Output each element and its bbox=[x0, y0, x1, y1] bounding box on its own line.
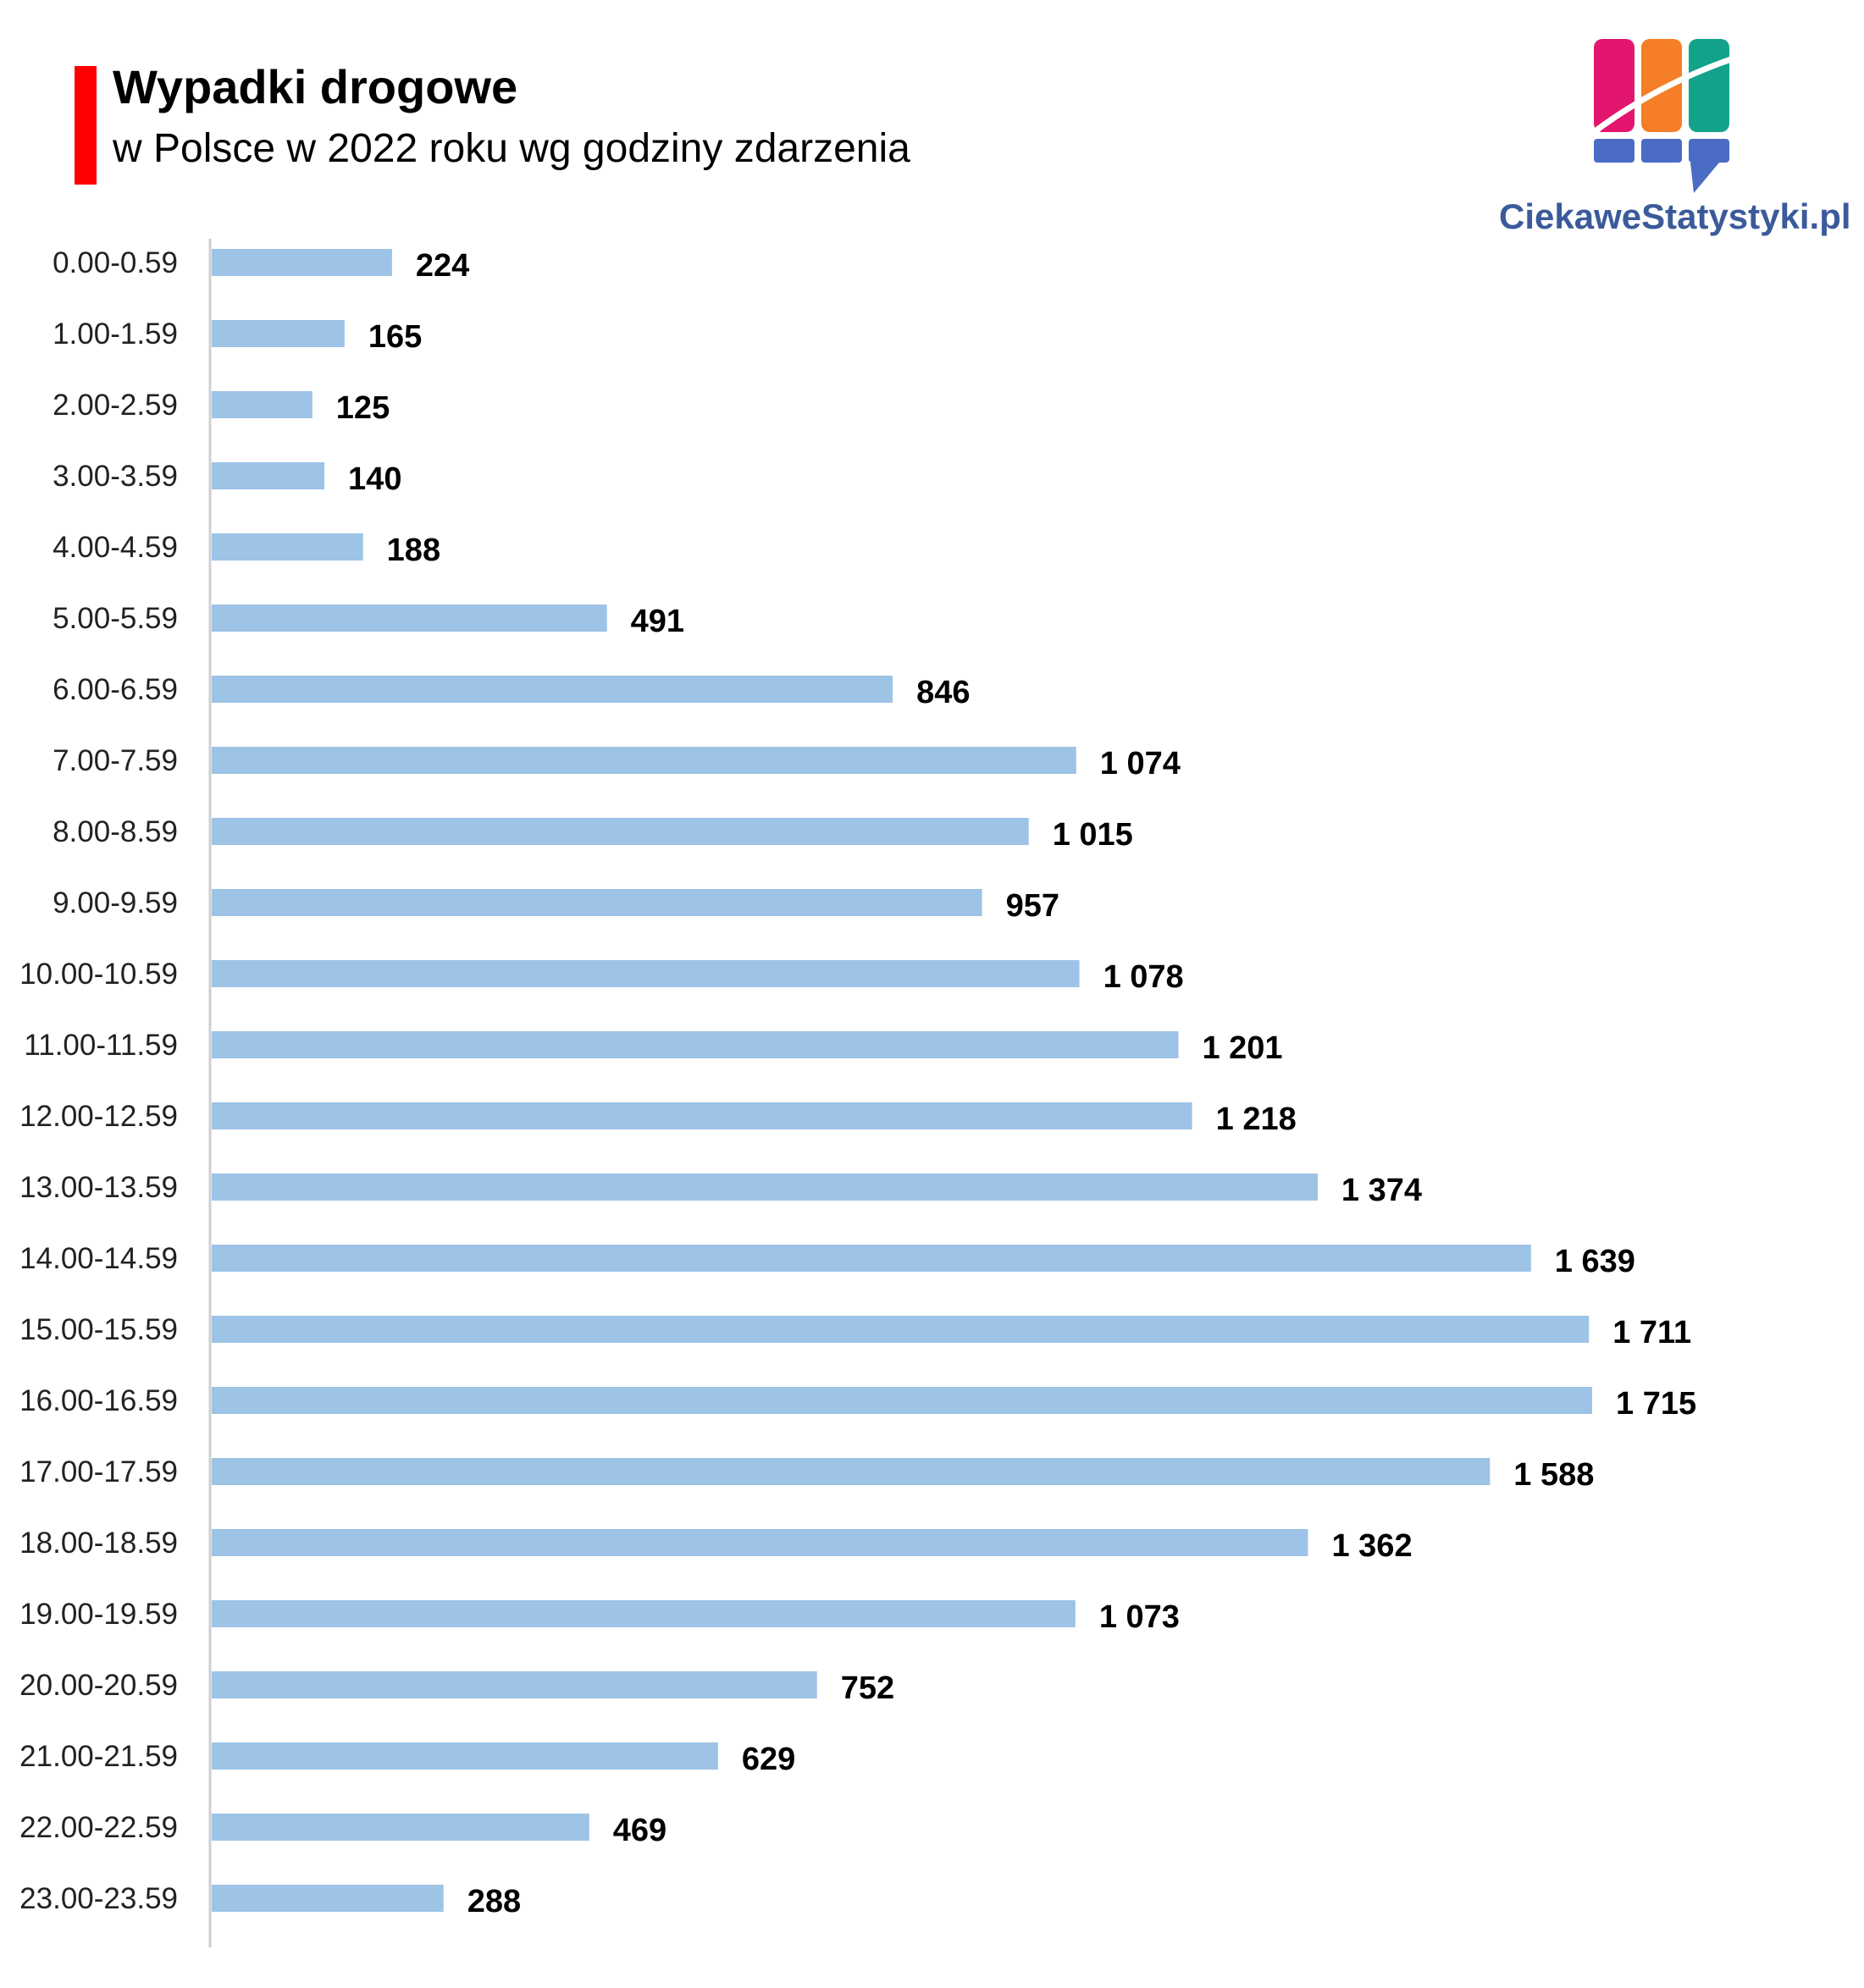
value-label: 224 bbox=[416, 248, 469, 284]
category-label: 9.00-9.59 bbox=[53, 886, 178, 919]
bar bbox=[212, 1529, 1308, 1556]
category-label: 21.00-21.59 bbox=[19, 1740, 178, 1773]
value-label: 846 bbox=[916, 675, 970, 710]
logo-block-orange bbox=[1641, 39, 1682, 132]
value-label: 1 374 bbox=[1341, 1173, 1422, 1208]
logo-curve bbox=[1591, 54, 1738, 135]
bar bbox=[212, 249, 392, 276]
category-label: 7.00-7.59 bbox=[53, 744, 178, 777]
category-label: 20.00-20.59 bbox=[19, 1669, 178, 1702]
bar bbox=[212, 1316, 1590, 1343]
value-label: 1 588 bbox=[1513, 1457, 1594, 1493]
value-label: 491 bbox=[631, 604, 684, 639]
value-label: 140 bbox=[348, 461, 401, 497]
bar bbox=[212, 533, 363, 561]
bar bbox=[212, 1742, 718, 1770]
logo-pointer bbox=[1690, 163, 1719, 193]
value-label: 1 073 bbox=[1099, 1599, 1180, 1635]
value-label: 752 bbox=[841, 1670, 894, 1706]
logo-base-2 bbox=[1641, 139, 1682, 163]
value-label: 1 218 bbox=[1216, 1102, 1297, 1137]
bar bbox=[212, 462, 325, 489]
title-accent-bar bbox=[75, 66, 97, 185]
logo-block-teal bbox=[1689, 39, 1729, 132]
bar bbox=[212, 1245, 1531, 1272]
logo-base-3 bbox=[1689, 139, 1729, 163]
value-label: 1 711 bbox=[1612, 1315, 1691, 1350]
bar bbox=[212, 1387, 1592, 1414]
chart-title: Wypadki drogowe bbox=[113, 60, 518, 113]
bar-chart: 0.00-0.59 224 1.00-1.59 165 2.00-2.59 125 3.00… bbox=[19, 239, 1696, 1947]
chart-subtitle: w Polsce w 2022 roku wg godziny zdarzeni… bbox=[113, 126, 910, 171]
category-label: 4.00-4.59 bbox=[53, 531, 178, 564]
value-label: 469 bbox=[613, 1813, 667, 1848]
bar bbox=[212, 1102, 1192, 1129]
value-label: 629 bbox=[742, 1742, 795, 1777]
value-label: 1 015 bbox=[1053, 817, 1133, 853]
bar bbox=[212, 1600, 1076, 1627]
category-label: 0.00-0.59 bbox=[53, 246, 178, 279]
bar bbox=[212, 605, 607, 632]
bar bbox=[212, 1173, 1318, 1201]
category-label: 23.00-23.59 bbox=[19, 1882, 178, 1915]
bar bbox=[212, 320, 345, 347]
value-label: 1 639 bbox=[1555, 1244, 1635, 1279]
bar bbox=[212, 818, 1029, 845]
bar bbox=[212, 1458, 1491, 1485]
category-label: 6.00-6.59 bbox=[53, 673, 178, 706]
category-label: 19.00-19.59 bbox=[19, 1598, 178, 1631]
value-label: 1 078 bbox=[1103, 959, 1184, 995]
bar bbox=[212, 676, 893, 703]
category-label: 18.00-18.59 bbox=[19, 1527, 178, 1560]
value-label: 288 bbox=[467, 1884, 521, 1919]
bar bbox=[212, 1031, 1179, 1058]
logo-icon bbox=[1591, 39, 1738, 193]
category-label: 15.00-15.59 bbox=[19, 1313, 178, 1346]
category-label: 8.00-8.59 bbox=[53, 815, 178, 848]
category-label: 16.00-16.59 bbox=[19, 1384, 178, 1417]
bar bbox=[212, 1814, 589, 1841]
bar bbox=[212, 960, 1080, 987]
category-label: 22.00-22.59 bbox=[19, 1811, 178, 1844]
category-label: 10.00-10.59 bbox=[19, 958, 178, 991]
value-label: 125 bbox=[336, 390, 390, 426]
category-label: 5.00-5.59 bbox=[53, 602, 178, 635]
category-label: 2.00-2.59 bbox=[53, 389, 178, 422]
bar bbox=[212, 391, 313, 418]
category-label: 3.00-3.59 bbox=[53, 460, 178, 493]
category-label: 12.00-12.59 bbox=[19, 1100, 178, 1133]
value-label: 1 074 bbox=[1100, 746, 1181, 781]
bar bbox=[212, 747, 1076, 774]
category-label: 1.00-1.59 bbox=[53, 318, 178, 351]
bar bbox=[212, 1885, 444, 1912]
bar bbox=[212, 889, 982, 916]
value-label: 165 bbox=[368, 319, 422, 355]
category-label: 14.00-14.59 bbox=[19, 1242, 178, 1275]
logo-base-1 bbox=[1594, 139, 1634, 163]
category-label: 11.00-11.59 bbox=[24, 1029, 178, 1062]
category-label: 13.00-13.59 bbox=[19, 1171, 178, 1204]
value-label: 188 bbox=[387, 533, 440, 568]
logo-text: CiekaweStatystyki.pl bbox=[1499, 196, 1851, 236]
bar bbox=[212, 1671, 817, 1698]
category-label: 17.00-17.59 bbox=[19, 1455, 178, 1488]
value-label: 957 bbox=[1006, 888, 1059, 924]
value-label: 1 362 bbox=[1331, 1528, 1412, 1564]
value-label: 1 201 bbox=[1202, 1030, 1282, 1066]
value-label: 1 715 bbox=[1616, 1386, 1696, 1422]
